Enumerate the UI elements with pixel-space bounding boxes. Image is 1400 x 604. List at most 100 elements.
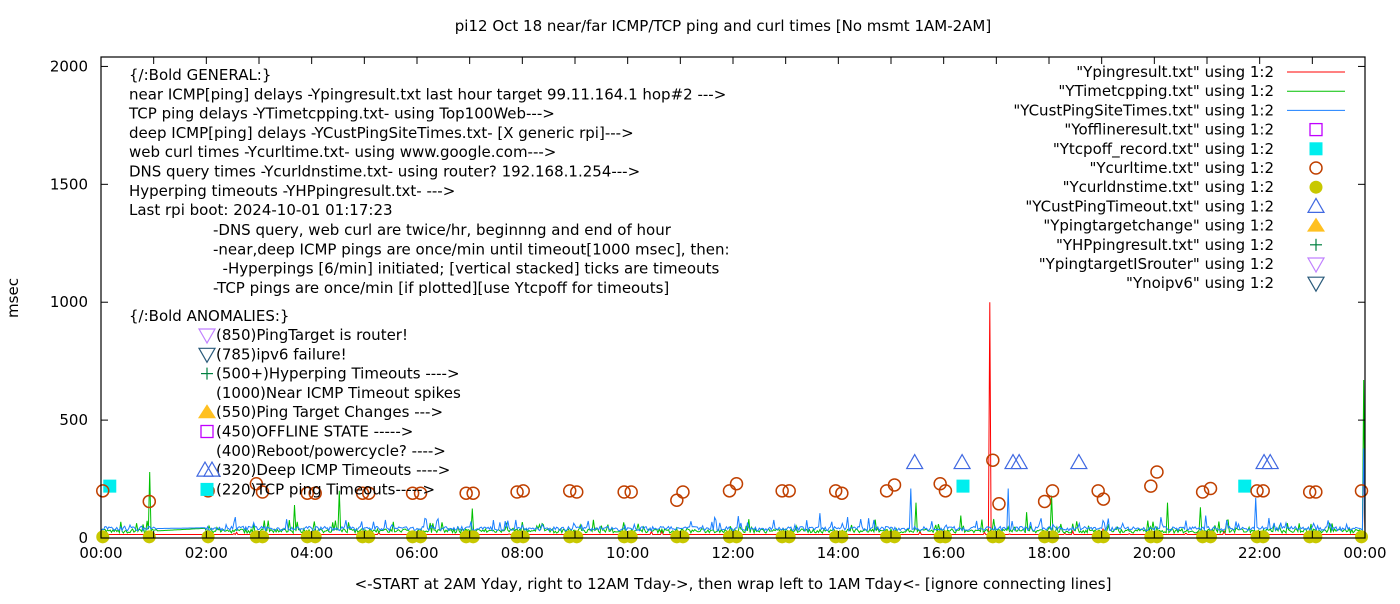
data-point-series-5 [308, 486, 322, 500]
annotation-general-line: TCP ping delays -YTimetcpping.txt- using… [128, 105, 555, 123]
x-axis-label: <-START at 2AM Yday, right to 12AM Tday-… [355, 575, 1112, 593]
triangle-shape [1306, 197, 1326, 213]
circle-shape [405, 486, 420, 500]
circle-shape [1256, 484, 1270, 498]
data-point-series-5 [562, 484, 577, 498]
legend-label: "Ytcpoff_record.txt" using 1:2 [1053, 140, 1274, 159]
legend-label: "Ypingtargetchange" using 1:2 [1043, 217, 1274, 235]
y-tick-label: 2000 [50, 57, 88, 75]
legend-label: "YpingtargetISrouter" using 1:2 [1039, 255, 1274, 273]
annotation-general-line: Hyperping timeouts -YHPpingresult.txt- -… [129, 182, 455, 200]
data-point-series-5 [96, 484, 110, 498]
circle-shape [510, 485, 524, 499]
legend-marker-sample [1310, 238, 1322, 251]
data-point-series-5 [887, 478, 902, 492]
data-point-series-6 [676, 530, 690, 544]
x-tick-label: 20:00 [1133, 544, 1176, 562]
data-point-series-5 [142, 494, 157, 509]
x-tick-label: 00:00 [79, 544, 122, 562]
data-point-series-5 [1045, 484, 1060, 498]
data-point-series-5 [1256, 484, 1270, 498]
data-point-series-5 [510, 485, 524, 499]
circle-shape [361, 486, 376, 500]
data-point-series-5 [466, 486, 480, 500]
circle-shape [730, 530, 744, 544]
annotation-anomaly-line: (400)Reboot/powercycle? ----> [216, 442, 446, 460]
circle-shape [992, 497, 1006, 511]
deep-icmp-marker-icon [202, 460, 222, 477]
data-point-series-5 [300, 486, 315, 500]
x-tick-label: 18:00 [1027, 544, 1070, 562]
data-point-series-5 [1203, 481, 1218, 496]
circle-shape [1150, 530, 1164, 544]
x-tick-label: 12:00 [711, 544, 754, 562]
circle-shape [1144, 479, 1158, 493]
circle-shape [355, 486, 370, 500]
data-point-series-5 [1096, 492, 1111, 506]
data-point-series-5 [1150, 465, 1164, 479]
circle-shape [562, 484, 577, 498]
triangle-shape [1069, 453, 1088, 470]
data-point-series-6 [888, 530, 902, 544]
x-tick-label: 16:00 [922, 544, 965, 562]
data-point-series-5 [782, 484, 796, 498]
data-point-series-6 [835, 530, 849, 544]
x-tick-label: 08:00 [501, 544, 544, 562]
circle-shape [1309, 485, 1323, 499]
circle-shape [722, 484, 737, 498]
circle-shape [782, 484, 796, 498]
chart-title: pi12 Oct 18 near/far ICMP/TCP ping and c… [455, 17, 991, 35]
square-shape [103, 479, 117, 493]
data-point-series-6 [1354, 530, 1368, 544]
annotation-anomaly-line: (450)OFFLINE STATE -----> [216, 423, 413, 441]
circle-shape [570, 485, 584, 499]
circle-shape [835, 486, 849, 500]
annotation-anomaly-line: (785)ipv6 failure! [216, 345, 347, 363]
data-point-series-6 [142, 530, 156, 544]
data-point-series-5 [255, 485, 270, 499]
triangle-shape [197, 328, 217, 345]
circle-shape [466, 530, 480, 544]
annotation-note-line: -Hyperpings [6/min] initiated; [vertical… [213, 260, 719, 278]
data-point-series-5 [775, 484, 789, 498]
circle-shape [1256, 530, 1270, 544]
circle-shape [308, 486, 322, 500]
legend-label: "YHPpingresult.txt" using 1:2 [1056, 236, 1274, 254]
circle-shape [617, 485, 631, 499]
circle-shape [201, 530, 215, 544]
data-point-series-6 [624, 530, 638, 544]
data-point-series-6 [730, 530, 744, 544]
circle-shape [459, 486, 473, 500]
axes: 00:00 02:00 04:00 06:00 08:00 10:00 12:00 14:00… [50, 56, 1387, 562]
circle-shape [938, 484, 953, 498]
triangle-shape [202, 460, 222, 477]
data-point-series-6 [1204, 530, 1218, 544]
circle-shape [516, 484, 530, 498]
data-point-series-6 [1096, 530, 1110, 544]
legend-label: "Ynoipv6" using 1:2 [1126, 274, 1274, 292]
triangle-shape [1306, 276, 1326, 293]
legend-marker-sample [1309, 161, 1323, 175]
legend-label: "Ypingresult.txt" using 1:2 [1076, 63, 1274, 81]
annotation-general-line: DNS query times -Ycurldnstime.txt- using… [129, 163, 640, 181]
circle-shape [413, 486, 428, 500]
circle-shape [466, 486, 480, 500]
data-point-series-4 [1238, 479, 1252, 493]
circle-shape [255, 485, 270, 499]
data-point-series-5 [1037, 494, 1052, 509]
circle-shape [1045, 484, 1060, 498]
circle-shape [992, 530, 1006, 544]
data-point-series-5 [1302, 485, 1317, 499]
data-point-series-5 [879, 484, 894, 498]
legend-marker-sample [1309, 142, 1323, 156]
y-tick-label: 1000 [50, 293, 88, 311]
tri-up-filled-marker-icon [198, 404, 216, 419]
legend-label: "Yofflineresult.txt" using 1:2 [1064, 121, 1274, 139]
y-axis-label: msec [4, 278, 22, 318]
data-point-series-6 [201, 530, 215, 544]
circle-shape [1354, 530, 1368, 544]
x-tick-label: 00:00 [1343, 544, 1386, 562]
square-shape [200, 424, 214, 439]
x-tick-label: 06:00 [395, 544, 438, 562]
